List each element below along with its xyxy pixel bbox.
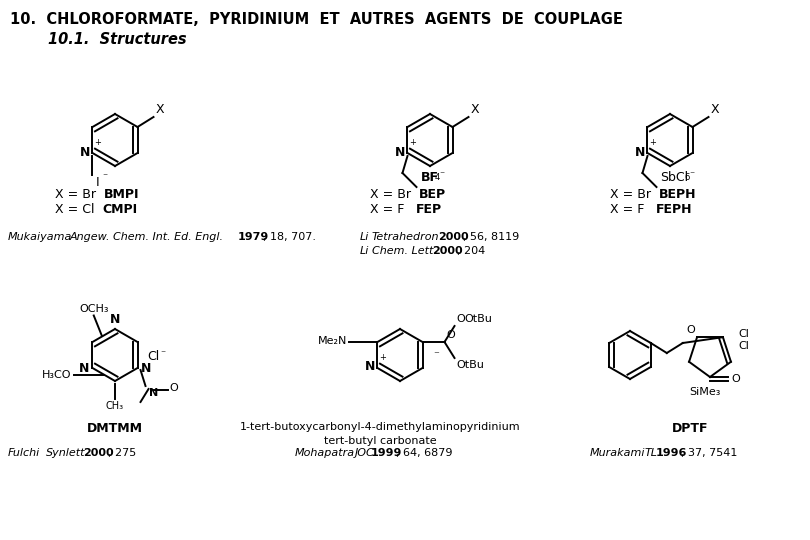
- Text: Synlett: Synlett: [46, 448, 86, 458]
- Text: 1999: 1999: [371, 448, 403, 458]
- Text: ⁻: ⁻: [433, 350, 440, 360]
- Text: ⁻: ⁻: [689, 170, 695, 180]
- Text: 6: 6: [684, 173, 690, 182]
- Text: N: N: [365, 361, 376, 374]
- Text: CH₃: CH₃: [106, 401, 124, 411]
- Text: N: N: [635, 145, 646, 159]
- Text: 1979: 1979: [238, 232, 269, 242]
- Text: N: N: [110, 313, 120, 326]
- Text: CMPI: CMPI: [102, 203, 137, 216]
- Text: TL: TL: [645, 448, 658, 458]
- Text: X: X: [156, 103, 164, 116]
- Text: SbCl: SbCl: [660, 171, 688, 184]
- Text: OtBu: OtBu: [464, 314, 492, 324]
- Text: O: O: [446, 330, 455, 340]
- Text: +: +: [95, 138, 101, 147]
- Text: Cl: Cl: [147, 349, 160, 362]
- Text: Fulchi: Fulchi: [8, 448, 40, 458]
- Text: ⁻: ⁻: [160, 349, 165, 359]
- Text: BEPH: BEPH: [659, 188, 697, 201]
- Text: BEP: BEP: [419, 188, 446, 201]
- Text: 1-tert-butoxycarbonyl-4-dimethylaminopyridinium: 1-tert-butoxycarbonyl-4-dimethylaminopyr…: [240, 422, 520, 432]
- Text: I: I: [96, 176, 99, 189]
- Text: N: N: [148, 388, 158, 398]
- Text: , 56, 8119: , 56, 8119: [463, 232, 519, 242]
- Text: SiMe₃: SiMe₃: [689, 387, 721, 397]
- Text: X = F: X = F: [370, 203, 412, 216]
- Text: 4: 4: [434, 173, 440, 182]
- Text: JOC: JOC: [355, 448, 375, 458]
- Text: DPTF: DPTF: [671, 422, 708, 435]
- Text: X = Br: X = Br: [370, 188, 415, 201]
- Text: , 275: , 275: [108, 448, 136, 458]
- Text: 2000: 2000: [438, 232, 469, 242]
- Text: , 64, 6879: , 64, 6879: [396, 448, 453, 458]
- Text: FEPH: FEPH: [656, 203, 693, 216]
- Text: X = Br: X = Br: [55, 188, 100, 201]
- Text: Li: Li: [360, 246, 369, 256]
- Text: N: N: [79, 361, 89, 375]
- Text: X: X: [471, 103, 480, 116]
- Text: N: N: [140, 361, 151, 375]
- Text: O: O: [169, 383, 178, 393]
- Text: 2000: 2000: [432, 246, 463, 256]
- Text: Me₂N: Me₂N: [318, 336, 347, 346]
- Text: ⁻: ⁻: [103, 172, 108, 182]
- Text: O: O: [457, 314, 465, 324]
- Text: O: O: [731, 374, 740, 384]
- Text: 2000: 2000: [83, 448, 113, 458]
- Text: Mukaiyama: Mukaiyama: [8, 232, 72, 242]
- Text: Cl: Cl: [738, 329, 749, 339]
- Text: DMTMM: DMTMM: [87, 422, 143, 435]
- Text: Li: Li: [360, 232, 369, 242]
- Text: OCH₃: OCH₃: [79, 303, 109, 314]
- Text: +: +: [379, 353, 386, 362]
- Text: O: O: [686, 325, 695, 335]
- Text: Chem. Lett.: Chem. Lett.: [372, 246, 437, 256]
- Text: Mohapatra: Mohapatra: [295, 448, 355, 458]
- Text: N: N: [395, 145, 406, 159]
- Text: BF: BF: [420, 171, 438, 184]
- Text: FEP: FEP: [416, 203, 442, 216]
- Text: +: +: [650, 138, 656, 147]
- Text: 1996: 1996: [656, 448, 688, 458]
- Text: , 18, 707.: , 18, 707.: [263, 232, 316, 242]
- Text: X = Cl: X = Cl: [55, 203, 99, 216]
- Text: Tetrahedron: Tetrahedron: [372, 232, 440, 242]
- Text: H₃CO: H₃CO: [42, 369, 72, 380]
- Text: X = F: X = F: [610, 203, 652, 216]
- Text: Angew. Chem. Int. Ed. Engl.: Angew. Chem. Int. Ed. Engl.: [70, 232, 224, 242]
- Text: OtBu: OtBu: [457, 360, 484, 370]
- Text: X = Br: X = Br: [610, 188, 655, 201]
- Text: , 204: , 204: [457, 246, 485, 256]
- Text: N: N: [80, 145, 91, 159]
- Text: tert-butyl carbonate: tert-butyl carbonate: [324, 436, 437, 446]
- Text: X: X: [710, 103, 719, 116]
- Text: 10.1.  Structures: 10.1. Structures: [48, 32, 186, 47]
- Text: ⁻: ⁻: [440, 170, 445, 180]
- Text: Cl: Cl: [738, 341, 749, 351]
- Text: Murakami: Murakami: [590, 448, 646, 458]
- Text: 10.  CHLOROFORMATE,  PYRIDINIUM  ET  AUTRES  AGENTS  DE  COUPLAGE: 10. CHLOROFORMATE, PYRIDINIUM ET AUTRES …: [10, 12, 623, 27]
- Text: +: +: [410, 138, 416, 147]
- Text: BMPI: BMPI: [104, 188, 139, 201]
- Text: , 37, 7541: , 37, 7541: [681, 448, 737, 458]
